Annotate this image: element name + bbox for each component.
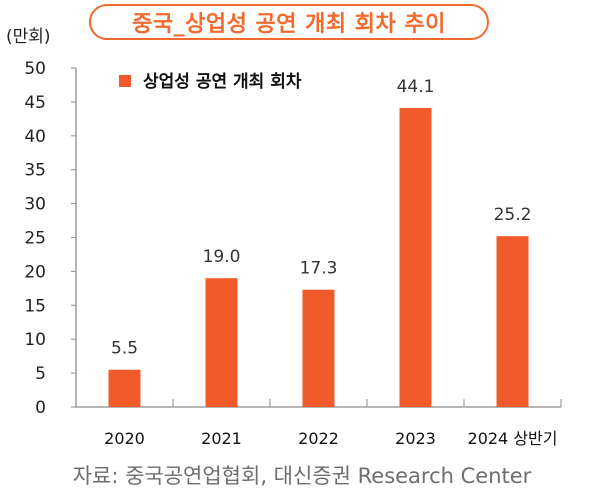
y-tick-label: 35: [24, 161, 46, 181]
source-note: 자료: 중국공연업협회, 대신증권 Research Center: [72, 464, 532, 488]
y-tick-label: 45: [24, 93, 46, 113]
y-tick-label: 20: [24, 262, 46, 282]
data-label: 44.1: [397, 77, 435, 97]
y-tick-label: 30: [24, 195, 46, 215]
bar: [108, 369, 141, 407]
y-tick-label: 15: [24, 296, 46, 316]
y-tick-label: 5: [35, 364, 46, 384]
y-tick-label: 40: [24, 127, 46, 147]
bar: [496, 236, 529, 407]
y-tick-label: 0: [35, 398, 46, 418]
bar: [302, 289, 335, 407]
bars: 5.5 19.0 17.3 44.1 25.2: [108, 77, 532, 407]
legend: 상업성 공연 개최 회차: [119, 72, 302, 92]
y-tick-label: 25: [24, 229, 46, 249]
y-axis-unit-label: (만회): [6, 27, 51, 47]
data-label: 5.5: [111, 339, 138, 359]
legend-swatch: [119, 75, 131, 87]
data-label: 17.3: [300, 259, 338, 279]
x-tick-label: 2020: [104, 429, 145, 448]
y-tick-label: 50: [24, 59, 46, 79]
data-label: 25.2: [494, 205, 532, 225]
data-label: 19.0: [203, 247, 241, 267]
x-axis: 2020 2021 2022 2023 2024 상반기: [76, 399, 562, 448]
bar: [205, 278, 238, 407]
x-tick-label: 2024 상반기: [468, 429, 558, 448]
x-tick-label: 2023: [395, 429, 436, 448]
chart-title: 중국_상업성 공연 개최 회차 추이: [89, 4, 489, 40]
x-tick-label: 2022: [298, 429, 339, 448]
y-tick-label: 10: [24, 330, 46, 350]
x-tick-label: 2021: [201, 429, 242, 448]
y-axis: 0 5 10 15 20 25 30 35 40 45 50: [24, 59, 77, 418]
legend-label: 상업성 공연 개최 회차: [143, 72, 302, 92]
bar: [399, 108, 432, 407]
